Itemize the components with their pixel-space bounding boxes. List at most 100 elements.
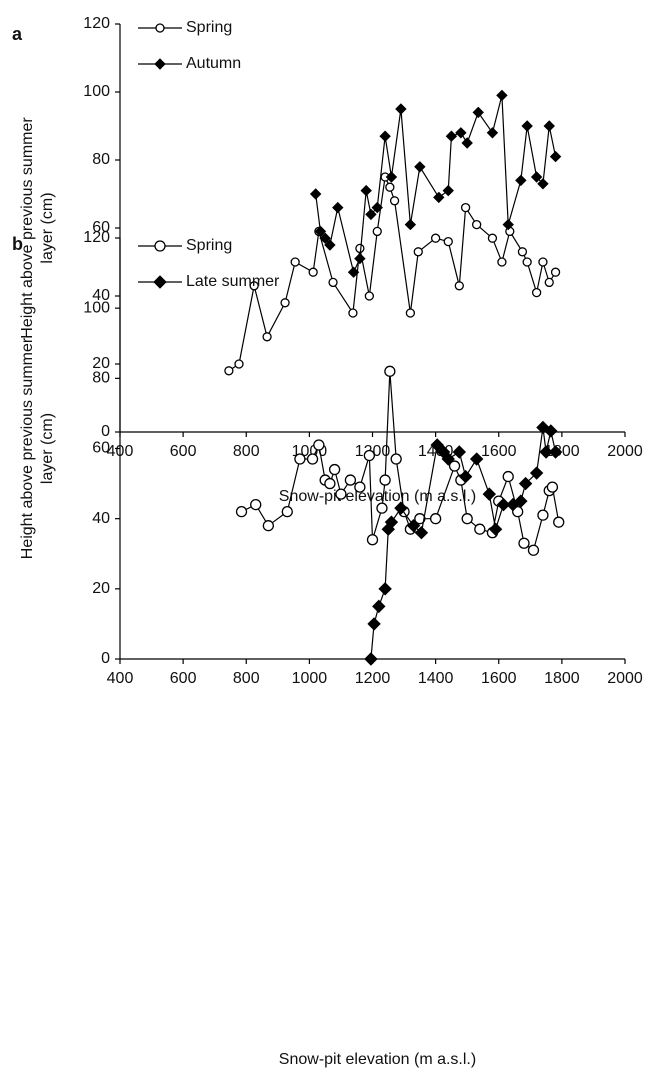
y-tick-label: 100 <box>83 299 110 316</box>
panel-label: b <box>12 234 23 254</box>
marker <box>234 359 244 369</box>
legend-marker <box>154 240 166 252</box>
x-tick-label: 400 <box>107 670 134 687</box>
marker <box>384 365 396 377</box>
marker <box>360 184 372 197</box>
marker <box>309 188 322 200</box>
marker <box>482 487 496 501</box>
marker <box>543 120 555 132</box>
marker <box>354 252 366 265</box>
marker <box>372 599 386 614</box>
marker <box>521 120 533 132</box>
marker <box>280 298 290 308</box>
marker <box>290 257 300 267</box>
legend-marker <box>153 275 167 289</box>
marker <box>502 218 514 231</box>
y-tick-label: 0 <box>101 650 110 667</box>
y-axis-label: layer (cm) <box>39 192 56 263</box>
marker <box>413 247 423 257</box>
marker <box>486 127 499 139</box>
y-axis-label: Height above previous summer <box>19 117 36 339</box>
marker <box>306 453 319 465</box>
marker <box>442 184 454 197</box>
marker <box>502 470 514 483</box>
y-tick-label: 0 <box>101 423 110 440</box>
marker <box>549 150 562 163</box>
marker <box>531 287 542 298</box>
marker <box>460 202 471 213</box>
legend-label: Late summer <box>186 273 280 290</box>
marker <box>537 178 549 190</box>
marker <box>372 226 382 237</box>
marker <box>389 196 400 206</box>
marker <box>430 438 444 452</box>
series-line <box>315 95 557 275</box>
marker <box>517 247 528 257</box>
x-tick-label: 800 <box>233 670 260 687</box>
y-tick-label: 80 <box>92 370 110 387</box>
x-axis-label: Snow-pit elevation (m a.s.l.) <box>279 1051 476 1068</box>
marker <box>262 332 272 342</box>
marker <box>454 281 464 291</box>
x-tick-label: 600 <box>170 443 197 460</box>
x-tick-label: 1600 <box>481 670 517 687</box>
marker <box>430 233 441 243</box>
marker <box>405 308 416 318</box>
marker <box>546 481 559 493</box>
marker <box>294 453 306 465</box>
marker <box>364 291 374 301</box>
marker <box>518 537 530 549</box>
marker <box>429 513 442 525</box>
marker <box>538 257 548 267</box>
y-axis-label: Height above previous summer <box>19 337 36 559</box>
marker <box>461 513 473 525</box>
marker <box>461 137 473 149</box>
y-tick-label: 60 <box>92 440 110 457</box>
marker <box>355 243 365 254</box>
marker <box>364 652 378 666</box>
marker <box>414 513 426 525</box>
marker <box>313 439 325 451</box>
marker <box>472 106 484 119</box>
marker <box>328 463 341 476</box>
y-tick-label: 40 <box>92 510 110 527</box>
marker <box>469 452 484 466</box>
chart: a020406080100120400600800100012001400160… <box>12 15 643 505</box>
x-tick-label: 1400 <box>418 670 454 687</box>
marker <box>319 232 331 244</box>
marker <box>514 494 528 508</box>
y-tick-label: 80 <box>92 151 110 168</box>
marker <box>385 171 398 183</box>
marker <box>235 505 248 518</box>
y-tick-label: 20 <box>92 580 110 597</box>
marker <box>365 208 377 221</box>
marker <box>385 182 395 192</box>
marker <box>497 257 507 267</box>
marker <box>445 130 458 142</box>
marker <box>376 502 388 514</box>
marker <box>548 445 563 459</box>
marker <box>406 518 421 533</box>
marker <box>414 161 426 173</box>
y-tick-label: 60 <box>92 219 110 236</box>
y-tick-label: 120 <box>83 229 110 246</box>
marker <box>472 219 482 230</box>
marker <box>378 582 392 596</box>
marker <box>354 481 366 493</box>
marker <box>404 218 417 231</box>
marker <box>335 488 347 500</box>
marker <box>395 103 407 115</box>
x-axis-label: Snow-pit elevation (m a.s.l.) <box>279 488 476 505</box>
marker <box>553 516 565 528</box>
marker <box>536 420 550 435</box>
marker <box>314 225 327 238</box>
marker <box>518 476 533 491</box>
marker <box>527 544 540 556</box>
marker <box>496 497 511 512</box>
marker <box>384 515 399 529</box>
marker <box>487 233 498 243</box>
marker <box>530 171 543 183</box>
x-tick-label: 600 <box>170 670 197 687</box>
